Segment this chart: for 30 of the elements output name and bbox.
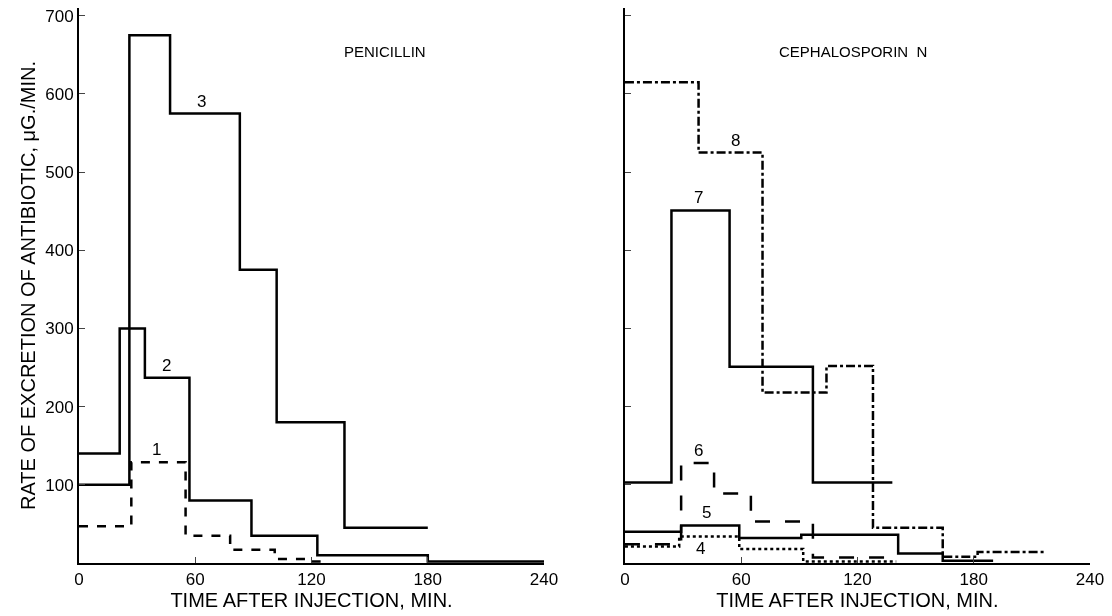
x-tick-label: 60 <box>185 570 205 590</box>
x-tick-label: 0 <box>620 570 630 590</box>
y-tick-label: 400 <box>45 241 74 261</box>
x-tick-label: 120 <box>843 570 872 590</box>
x-axis-title: TIME AFTER INJECTION, MIN. <box>716 589 999 612</box>
x-tick-label: 60 <box>731 570 751 590</box>
x-axis-title: TIME AFTER INJECTION, MIN. <box>170 589 453 612</box>
annotation: 3 <box>197 92 207 111</box>
x-tick-label: 240 <box>1075 570 1105 590</box>
annotation: 8 <box>731 131 741 150</box>
x-tick-label: 180 <box>959 570 988 590</box>
annotation: 6 <box>694 441 704 460</box>
x-tick-label: 240 <box>529 570 559 590</box>
y-tick-label: 500 <box>45 163 74 183</box>
y-axis-title: RATE OF EXCRETION OF ANTIBIOTIC, μG./MIN. <box>17 61 40 510</box>
y-tick-label: 700 <box>45 6 74 26</box>
annotation: 5 <box>702 503 712 522</box>
y-tick-label: 600 <box>45 84 74 104</box>
annotation: 1 <box>152 440 162 459</box>
annotation: 2 <box>162 356 172 375</box>
y-tick-label: 200 <box>45 397 74 417</box>
text: PENICILLIN <box>344 43 426 60</box>
annotation: 7 <box>694 188 704 207</box>
x-tick-label: 0 <box>74 570 84 590</box>
annotation: 4 <box>696 539 706 558</box>
text: CEPHALOSPORIN N <box>779 43 928 60</box>
x-tick-label: 120 <box>297 570 326 590</box>
x-tick-label: 180 <box>413 570 442 590</box>
y-tick-label: 300 <box>45 319 74 339</box>
y-tick-label: 100 <box>45 475 74 495</box>
